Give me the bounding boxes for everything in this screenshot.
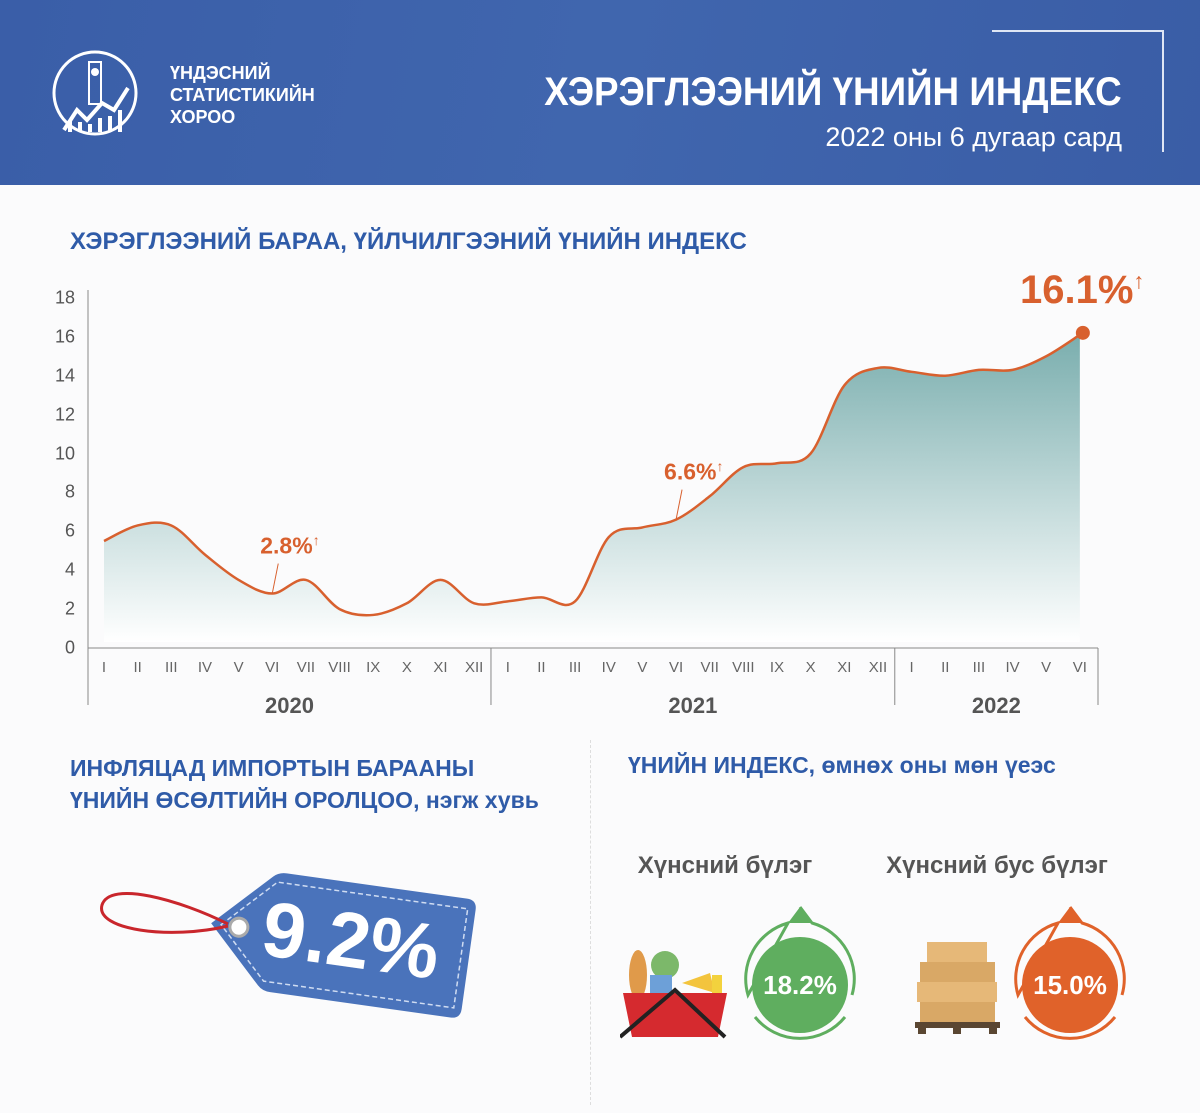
food-value: 18.2%: [763, 969, 837, 1000]
x-tick-label: VIII: [328, 659, 351, 676]
x-tick-label: IX: [769, 659, 785, 676]
chart-title: ХЭРЭГЛЭЭНИЙ БАРАА, ҮЙЛЧИЛГЭЭНИЙ ҮНИЙН ИН…: [70, 228, 747, 255]
x-tick-label: XI: [837, 659, 852, 676]
x-tick-label: II: [941, 659, 950, 676]
x-tick-label: X: [401, 659, 412, 676]
x-tick-label: IV: [1005, 659, 1020, 676]
annotation-leader: [271, 563, 279, 594]
y-tick-label: 14: [54, 365, 75, 386]
x-tick-label: VI: [668, 659, 684, 676]
cpi-line: [103, 333, 1081, 617]
x-tick-label: XI: [433, 659, 448, 676]
food-ring-icon: [744, 906, 856, 1040]
x-tick-label: VII: [296, 659, 316, 676]
header-banner: ҮНДЭСНИЙ СТАТИСТИКИЙН ХОРОО ХЭРЭГЛЭЭНИЙ …: [0, 0, 1200, 185]
y-tick-label: 2: [64, 598, 75, 619]
endpoint-dot: [1075, 325, 1090, 340]
org-line: ХОРОО: [170, 107, 236, 127]
nonfood-value-badge: 15.0%: [1022, 937, 1118, 1033]
cpi-chart: I II III IV V VI VII VIII IX X XI XII 2020 I II III IV V V…: [54, 268, 1144, 718]
x-tick-label: I: [505, 659, 510, 676]
annotation-value: 6.6%: [664, 458, 717, 485]
year-label: 2021: [668, 693, 718, 718]
nso-logo-icon: [52, 50, 138, 136]
annotation-label: 16.1%↑: [1020, 268, 1144, 313]
x-tick-label: VII: [700, 659, 719, 676]
x-tick-label: VI: [265, 659, 280, 676]
food-value-badge: 18.2%: [752, 937, 848, 1033]
y-tick-label: 6: [64, 520, 75, 541]
nonfood-group-label: Хүнсний бус бүлэг: [886, 852, 1108, 879]
x-tick-label: III: [165, 659, 178, 676]
decorative-bracket: [992, 30, 1164, 152]
x-tick-label: I: [909, 659, 914, 676]
chart-plot: [87, 290, 1099, 705]
x-tick-label: XII: [868, 659, 888, 676]
x-tick-label: III: [972, 659, 986, 676]
annotation-value: 16.1%: [1020, 268, 1134, 312]
arrow-up-icon: ↑: [1133, 268, 1145, 294]
grocery-basket-icon: [620, 950, 727, 1039]
page-subtitle: 2022 оны 6 дугаар сард: [825, 122, 1122, 152]
y-tick-label: 12: [54, 404, 75, 425]
boxes-pallet-icon: [915, 942, 1000, 1034]
import-title-line: ҮНИЙН ӨСӨЛТИЙН ОРОЛЦОО, нэгж хувь: [70, 787, 539, 813]
section-divider: [590, 740, 591, 1105]
x-tick-label: III: [568, 659, 582, 676]
x-tick-label: I: [101, 659, 107, 676]
org-line: ҮНДЭСНИЙ: [170, 63, 271, 83]
arrow-up-icon: ↑: [716, 457, 724, 474]
x-tick-label: II: [133, 659, 142, 676]
year-label: 2020: [265, 693, 314, 718]
y-tick-label: 18: [54, 287, 75, 308]
org-line: СТАТИСТИКИЙН: [170, 85, 315, 105]
yoy-title: ҮНИЙН ИНДЕКС, өмнөх оны мөн үеэс: [628, 752, 1056, 778]
annotation-label: 6.6%↑: [664, 458, 723, 486]
x-tick-label: IX: [366, 659, 381, 676]
import-title: ИНФЛЯЦАД ИМПОРТЫН БАРААНЫ ҮНИЙН ӨСӨЛТИЙН…: [70, 752, 539, 816]
annotation-value: 2.8%: [260, 532, 313, 559]
page-title: ХЭРЭГЛЭЭНИЙ ҮНИЙН ИНДЕКС: [544, 70, 1122, 114]
y-tick-label: 8: [64, 481, 75, 502]
year-label: 2022: [971, 693, 1021, 718]
x-tick-label: X: [805, 659, 816, 676]
x-tick-label: VI: [1072, 659, 1087, 676]
y-tick-label: 4: [64, 559, 75, 580]
area-fill: [104, 334, 1080, 642]
annotation-leader: [675, 489, 683, 520]
y-tick-label: 0: [64, 637, 75, 658]
x-tick-label: II: [537, 659, 546, 676]
annotation-label: 2.8%↑: [260, 532, 319, 560]
y-tick-label: 16: [54, 326, 75, 347]
import-title-line: ИНФЛЯЦАД ИМПОРТЫН БАРААНЫ: [70, 755, 475, 781]
food-group-label: Хүнсний бүлэг: [637, 852, 813, 879]
x-tick-label: XII: [464, 659, 484, 676]
org-name: ҮНДЭСНИЙ СТАТИСТИКИЙН ХОРОО: [170, 62, 315, 128]
y-tick-label: 10: [54, 443, 75, 463]
arrow-up-icon: ↑: [312, 531, 320, 548]
x-tick-label: V: [637, 659, 648, 676]
price-tag-icon: [100, 873, 476, 1018]
x-tick-label: V: [233, 659, 244, 676]
nonfood-ring-icon: [1014, 906, 1126, 1040]
x-tick-label: VIII: [732, 659, 755, 676]
x-tick-label: V: [1041, 659, 1052, 676]
x-tick-label: IV: [197, 659, 213, 676]
nonfood-value: 15.0%: [1033, 969, 1107, 1000]
x-tick-label: IV: [601, 659, 616, 676]
